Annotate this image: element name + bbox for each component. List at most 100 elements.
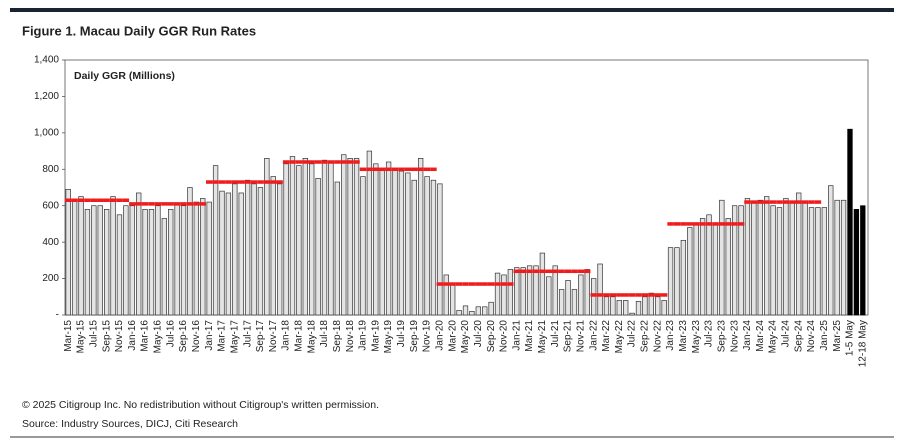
bar: [379, 168, 385, 316]
x-tick-label: May-17: [229, 320, 240, 354]
bar: [366, 150, 373, 316]
bar: [417, 158, 424, 316]
bar: [475, 306, 481, 316]
bar: [616, 300, 622, 316]
x-tick-label: Sep-23: [716, 320, 727, 353]
bar: [751, 201, 757, 316]
x-tick-label: Sep-18: [332, 320, 343, 353]
x-tick-label: May-23: [691, 320, 702, 354]
x-tick-label: Sep-20: [486, 320, 497, 353]
bar: [860, 205, 866, 316]
bar: [443, 274, 449, 316]
bar: [635, 300, 642, 316]
bar: [821, 207, 828, 316]
x-tick-label: Jul-19: [396, 320, 407, 348]
bar: [328, 161, 334, 316]
x-tick-label: Nov-16: [191, 320, 202, 353]
bar: [392, 168, 398, 316]
bar: [411, 179, 417, 316]
bar: [834, 199, 840, 316]
bar: [437, 183, 443, 316]
bar: [462, 305, 469, 316]
x-tick-label: Jan-22: [588, 320, 599, 351]
bar: [469, 311, 475, 316]
bar: [341, 154, 347, 316]
bar: [277, 183, 283, 316]
y-tick-label: 600: [42, 200, 59, 211]
bar: [84, 209, 91, 316]
bar: [815, 207, 821, 316]
bar: [661, 300, 667, 316]
bar: [558, 289, 565, 316]
bar: [699, 218, 706, 316]
x-tick-label: Sep-21: [563, 320, 574, 353]
bar: [802, 201, 808, 316]
bar: [776, 207, 783, 316]
x-tick-label: May-16: [153, 320, 164, 354]
bar: [578, 274, 584, 316]
bar: [450, 283, 456, 316]
bar: [187, 187, 193, 316]
bar: [501, 274, 507, 316]
x-tick-label: Mar-24: [755, 320, 766, 352]
x-tick-label: Jan-20: [435, 320, 446, 351]
bar: [142, 209, 148, 316]
x-tick-label: Sep-22: [640, 320, 651, 353]
x-tick-label: Sep-19: [409, 320, 420, 353]
bar: [136, 192, 142, 316]
x-tick-label: May-21: [537, 320, 548, 354]
top-rule: [10, 8, 894, 12]
bar: [520, 267, 526, 316]
x-tick-label: Sep-16: [178, 320, 189, 353]
x-tick-label: Nov-18: [345, 320, 356, 353]
bar: [244, 179, 251, 316]
x-tick-label: Jul-18: [319, 320, 330, 348]
bar: [65, 188, 71, 316]
x-tick-label: Nov-24: [806, 320, 817, 353]
bar: [840, 199, 847, 316]
x-tick-label: Jul-22: [627, 320, 638, 348]
bar: [155, 205, 161, 316]
x-tick-label: Mar-23: [678, 320, 689, 352]
x-tick-label: Mar-22: [601, 320, 612, 352]
bar: [629, 312, 635, 316]
bar: [591, 278, 597, 316]
x-tick-label: Jan-21: [511, 320, 522, 351]
bar: [514, 267, 520, 316]
bar: [770, 205, 776, 316]
x-tick-label: Jul-23: [704, 320, 715, 348]
bar: [251, 183, 257, 316]
y-tick-label: 1,400: [34, 55, 59, 66]
x-tick-label: Mar-19: [370, 320, 381, 352]
bar: [219, 190, 225, 316]
bar: [719, 199, 725, 316]
x-tick-label: Sep-15: [101, 320, 112, 353]
x-tick-label: Jul-17: [242, 320, 253, 348]
bar: [174, 203, 180, 316]
bar: [546, 276, 552, 316]
bar: [738, 205, 744, 316]
bar: [78, 196, 84, 316]
bar: [264, 158, 270, 316]
x-tick-label: Jul-24: [781, 320, 792, 348]
bar: [424, 176, 430, 316]
x-tick-label: Mar-20: [447, 320, 458, 352]
annotation: Daily GGR (Millions): [74, 70, 175, 82]
bar: [456, 310, 462, 316]
bar: [667, 247, 674, 316]
bar: [687, 227, 693, 316]
bar: [302, 158, 308, 316]
bar: [847, 128, 853, 316]
x-tick-label: Nov-23: [729, 320, 740, 353]
x-tick-label: Sep-24: [793, 320, 804, 353]
bar: [168, 209, 174, 316]
x-tick-label: Mar-15: [63, 320, 74, 352]
bar: [783, 198, 789, 316]
bar: [353, 158, 360, 316]
bar: [610, 296, 616, 316]
bar: [257, 187, 264, 316]
bar: [674, 247, 680, 316]
bar: [405, 172, 411, 316]
bar: [623, 300, 629, 316]
x-tick-label: 12-18 May: [857, 320, 868, 367]
